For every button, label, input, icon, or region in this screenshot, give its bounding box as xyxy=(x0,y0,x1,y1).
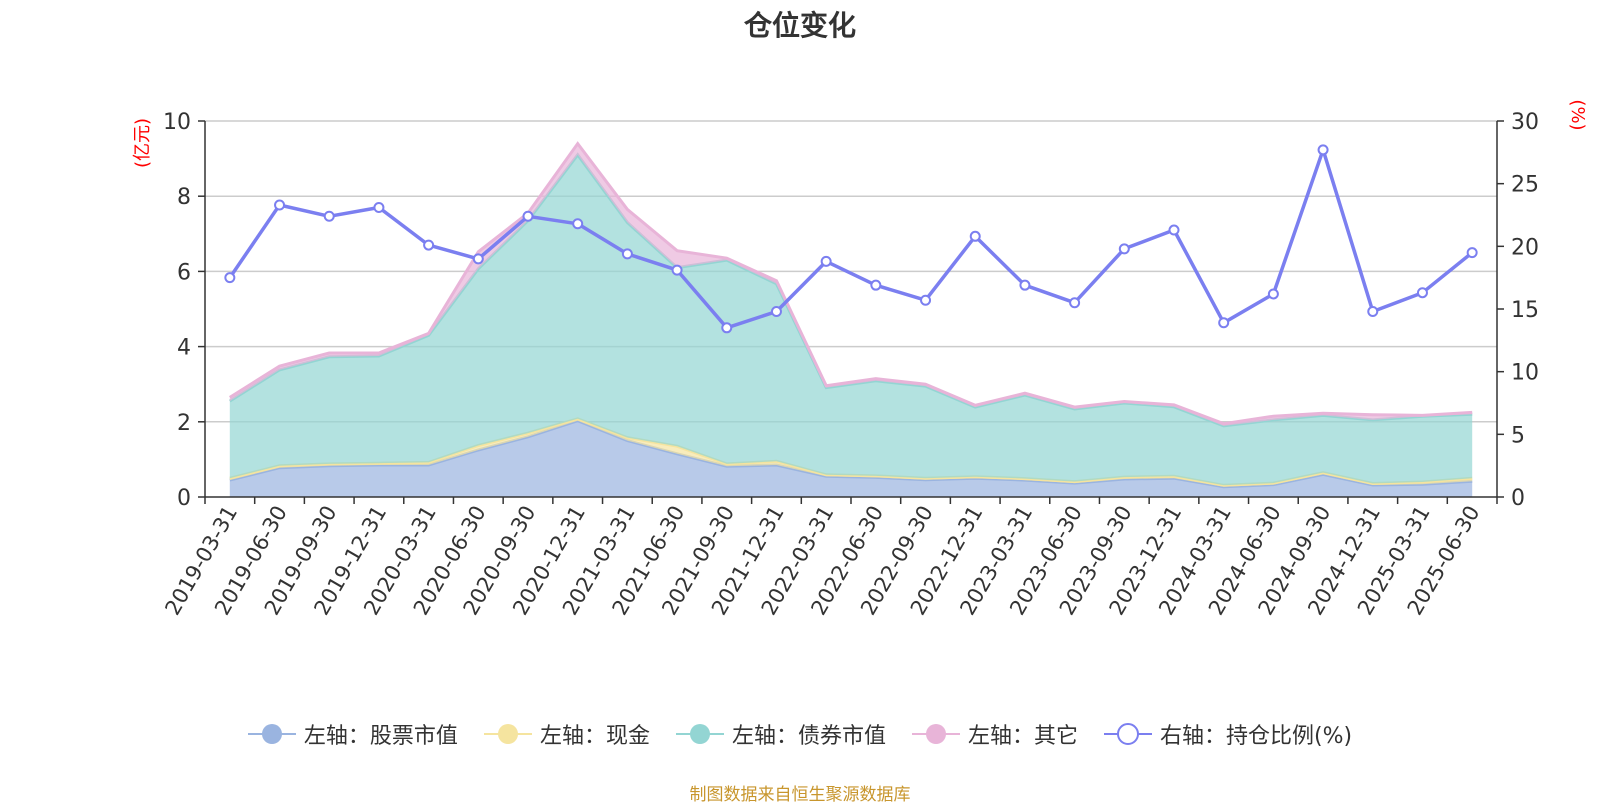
legend-symbol xyxy=(911,724,960,744)
left-tick-label: 6 xyxy=(177,260,191,285)
ratio-point xyxy=(274,199,286,211)
ratio-point xyxy=(721,322,733,334)
chart-title: 仓位变化 xyxy=(743,9,856,42)
ratio-line xyxy=(224,144,1478,334)
area-2-edge xyxy=(229,152,1473,428)
right-tick-label: 0 xyxy=(1511,486,1525,511)
left-tick-label: 10 xyxy=(163,110,191,135)
ratio-point xyxy=(870,279,882,291)
legend-label: 左轴：现金 xyxy=(539,724,650,749)
ratio-point xyxy=(671,264,683,276)
ratio-point xyxy=(423,239,435,251)
area-3-edge xyxy=(229,141,1473,426)
ratio-point xyxy=(1466,247,1478,259)
legend-item[interactable]: 右轴：持仓比例(%) xyxy=(1103,718,1353,750)
ratio-point xyxy=(1019,279,1031,291)
legend-label: 左轴：其它 xyxy=(967,724,1078,749)
left-tick-label: 8 xyxy=(177,185,191,210)
ratio-point xyxy=(1317,144,1329,156)
chart-legend: 左轴：股票市值 左轴：现金 左轴：债券市值 左轴：其它 右轴：持仓比例(%) xyxy=(0,718,1600,750)
legend-symbol xyxy=(247,724,296,744)
ratio-point xyxy=(1118,243,1130,255)
ratio-point xyxy=(770,306,782,318)
right-tick-label: 5 xyxy=(1511,423,1525,448)
ratio-point xyxy=(969,230,981,242)
ratio-point xyxy=(224,272,236,284)
right-tick-label: 10 xyxy=(1511,361,1539,386)
source-note: 制图数据来自恒生聚源数据库 xyxy=(689,785,911,805)
area-0 xyxy=(229,420,1473,497)
ratio-point xyxy=(920,294,932,306)
legend-label: 左轴：股票市值 xyxy=(303,724,458,749)
ratio-point xyxy=(1267,288,1279,300)
right-tick-label: 25 xyxy=(1511,173,1539,198)
ratio-point xyxy=(621,248,633,260)
legend-label: 右轴：持仓比例(%) xyxy=(1159,724,1353,749)
left-tick-label: 0 xyxy=(177,486,191,511)
area-2 xyxy=(229,154,1473,486)
area-1-edge xyxy=(229,417,1473,487)
stacked-areas xyxy=(229,141,1473,497)
right-tick-label: 15 xyxy=(1511,298,1539,323)
ratio-point xyxy=(1416,287,1428,299)
right-tick-label: 20 xyxy=(1511,235,1539,260)
legend-item[interactable]: 左轴：现金 xyxy=(483,718,650,750)
legend-item[interactable]: 左轴：股票市值 xyxy=(247,718,458,750)
legend-item[interactable]: 左轴：其它 xyxy=(911,718,1078,750)
left-tick-label: 4 xyxy=(177,336,191,361)
ratio-point xyxy=(1218,317,1230,329)
ratio-line-path xyxy=(228,148,1474,330)
ratio-point xyxy=(1069,297,1081,309)
legend-symbol xyxy=(675,724,724,744)
legend-symbol xyxy=(1103,723,1152,745)
ratio-point xyxy=(323,210,335,222)
ratio-point xyxy=(522,210,534,222)
legend-label: 左轴：债券市值 xyxy=(731,724,886,749)
right-axis-unit: (%) xyxy=(1567,99,1588,130)
legend-symbol xyxy=(483,724,532,744)
ratio-point xyxy=(1367,306,1379,318)
legend-item[interactable]: 左轴：债券市值 xyxy=(675,718,886,750)
ratio-point xyxy=(373,201,385,213)
left-axis-unit: (亿元) xyxy=(132,118,153,168)
ratio-point xyxy=(1168,224,1180,236)
ratio-point xyxy=(472,253,484,265)
ratio-point xyxy=(572,218,584,230)
left-tick-label: 2 xyxy=(177,411,191,436)
right-tick-label: 30 xyxy=(1511,110,1539,135)
ratio-point xyxy=(820,255,832,267)
